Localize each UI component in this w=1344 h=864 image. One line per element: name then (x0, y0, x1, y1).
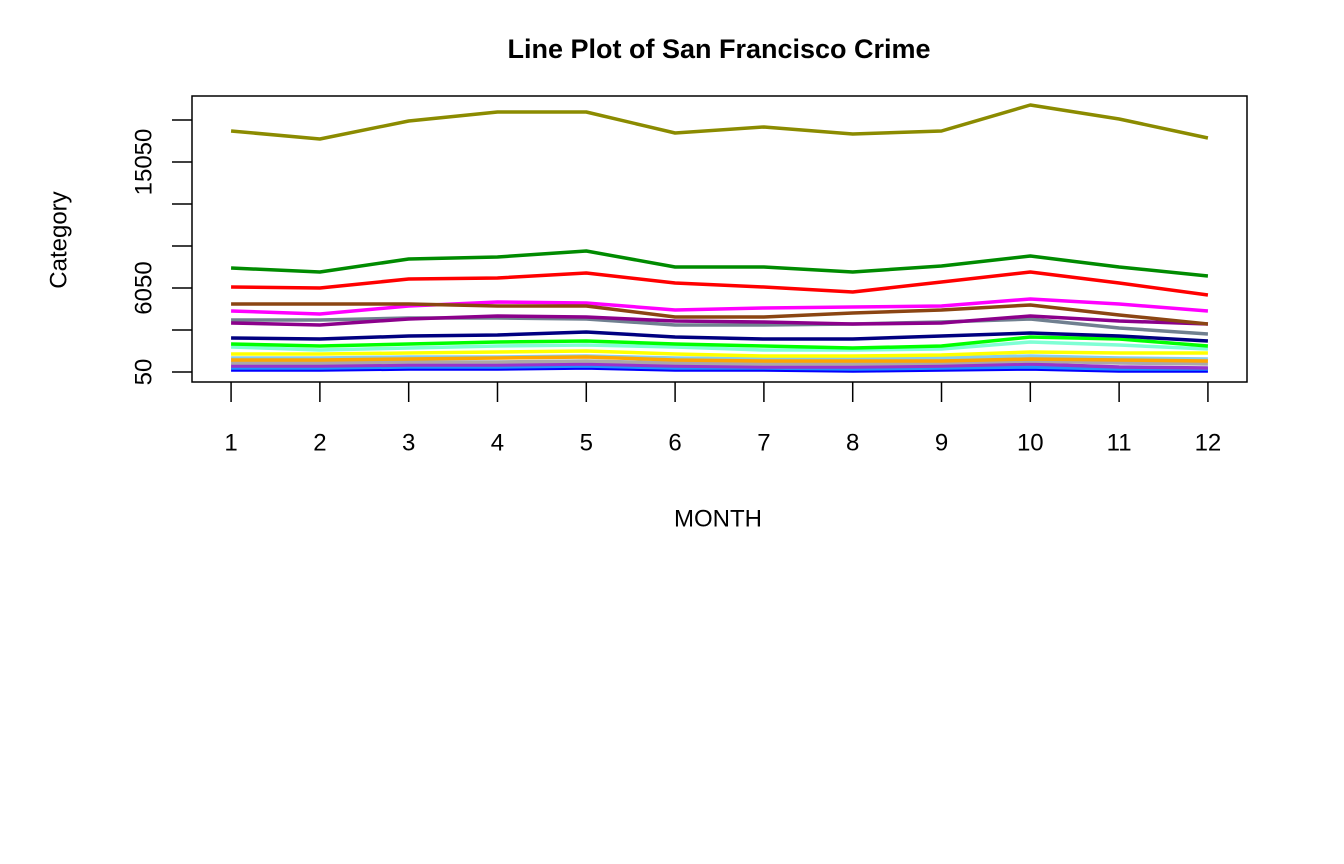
series-line (230, 103, 1209, 141)
x-tick-label: 11 (1107, 429, 1132, 456)
series-line (231, 270, 1209, 297)
series-line (231, 359, 1208, 366)
series-line (231, 362, 1208, 370)
x-tick-label: 7 (757, 429, 770, 456)
series-line (231, 366, 1208, 373)
series-line (231, 354, 1208, 361)
y-tick-label: 6050 (130, 261, 157, 314)
series-line (230, 249, 1209, 278)
series-line (231, 297, 1209, 316)
x-tick-label: 12 (1195, 429, 1222, 456)
series-line (231, 314, 1208, 327)
series-line (231, 355, 1208, 363)
x-tick-label: 6 (668, 429, 681, 456)
x-tick-label: 4 (491, 429, 504, 456)
x-tick-label: 5 (580, 429, 593, 456)
series-line (231, 340, 1209, 352)
plot-frame (191, 95, 1248, 383)
x-tick-label: 8 (846, 429, 859, 456)
series-line (231, 330, 1209, 343)
series-line (231, 349, 1208, 358)
series-line (231, 302, 1209, 326)
x-axis-label: MONTH (674, 505, 762, 532)
series-line (231, 335, 1209, 350)
x-tick-label: 2 (313, 429, 326, 456)
y-axis-label: Category (45, 191, 72, 288)
y-tick-label: 50 (130, 359, 157, 386)
x-tick-label: 10 (1017, 429, 1044, 456)
y-tick-label: 15050 (130, 129, 157, 196)
x-tick-label: 1 (224, 429, 237, 456)
x-tick-label: 3 (402, 429, 415, 456)
chart-title: Line Plot of San Francisco Crime (507, 34, 930, 64)
x-tick-label: 9 (935, 429, 948, 456)
